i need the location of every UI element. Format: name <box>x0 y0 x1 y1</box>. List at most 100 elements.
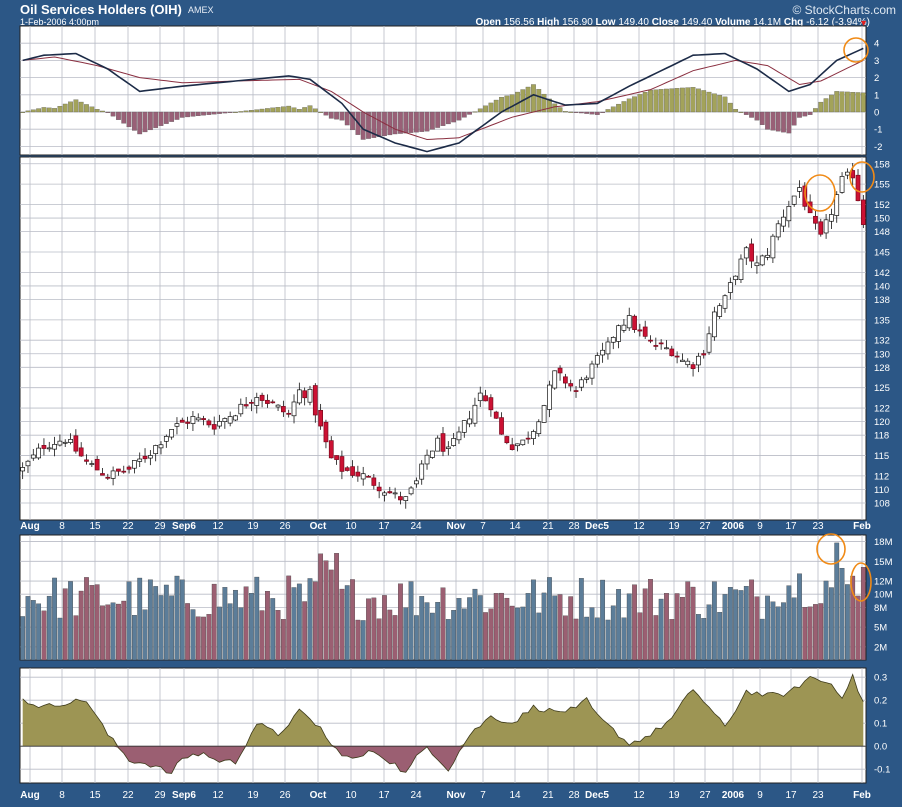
open-label: Open <box>475 17 502 28</box>
price-candle-down <box>281 406 286 413</box>
price-candle-down <box>568 383 574 387</box>
macd-histogram-bar <box>568 111 574 113</box>
oscillator-xtick-label: 15 <box>89 790 101 801</box>
volume-bar <box>605 619 611 661</box>
macd-histogram-bar <box>807 111 813 115</box>
price-xtick-label: 17 <box>785 521 797 532</box>
macd-histogram-bar <box>376 111 382 137</box>
volume-bar <box>25 596 31 661</box>
macd-histogram-bar <box>642 92 648 113</box>
volume-bar <box>807 606 813 661</box>
price-candle-down <box>637 329 643 332</box>
price-candle-up <box>68 439 73 443</box>
macd-histogram-bar <box>100 110 105 113</box>
macd-histogram-bar <box>153 111 159 128</box>
oscillator-xtick-label: Oct <box>310 790 327 801</box>
price-ytick-label: 152 <box>874 200 890 211</box>
macd-ytick-label: 4 <box>874 39 879 50</box>
oscillator-xtick-label: 22 <box>122 790 134 801</box>
price-ytick-label: 158 <box>874 159 890 170</box>
price-candle-down <box>302 390 308 399</box>
volume-bar <box>680 596 685 661</box>
price-candle-up <box>680 359 685 362</box>
macd-histogram-bar <box>387 111 393 136</box>
macd-histogram-bar <box>483 105 488 113</box>
price-candle-up <box>610 337 616 343</box>
macd-histogram-bar <box>116 111 121 120</box>
macd-histogram-bar <box>371 111 377 138</box>
price-candle-down <box>371 477 377 486</box>
volume-bar <box>696 614 701 661</box>
price-xtick-label: 23 <box>812 521 824 532</box>
price-candle-up <box>467 418 472 425</box>
volume-bar <box>850 575 856 661</box>
volume-bar <box>382 595 387 661</box>
volume-bar <box>328 569 334 661</box>
volume-bar <box>52 577 57 661</box>
macd-histogram-bar <box>73 99 79 113</box>
volume-bar <box>568 596 574 661</box>
volume-bar <box>110 602 116 661</box>
macd-histogram-bar <box>578 111 584 114</box>
macd-histogram-bar <box>179 111 185 118</box>
volume-ytick-label: 12M <box>874 577 893 588</box>
volume-bar <box>823 580 829 661</box>
macd-histogram-bar <box>552 103 558 113</box>
volume-bar <box>201 616 206 661</box>
macd-histogram-bar <box>323 111 329 116</box>
macd-histogram-bar <box>844 91 850 113</box>
price-candle-down <box>818 221 824 235</box>
price-xtick-label: Oct <box>310 521 327 532</box>
macd-histogram-bar <box>360 111 366 140</box>
volume-bar <box>334 553 339 661</box>
volume-bar <box>727 587 733 661</box>
oscillator-ytick-label: 0.0 <box>874 742 887 753</box>
macd-histogram-bar <box>461 111 467 118</box>
macd-histogram-bar <box>254 109 260 113</box>
volume-bar <box>211 583 217 661</box>
oscillator-xtick-label: 17 <box>378 790 390 801</box>
macd-histogram-bar <box>52 108 57 113</box>
price-candle-up <box>52 444 57 450</box>
volume-bar <box>179 579 185 661</box>
macd-histogram-bar <box>201 111 206 116</box>
macd-histogram-bar <box>25 110 31 113</box>
price-candle-down <box>658 342 664 345</box>
volume-ytick-label: 15M <box>874 557 893 568</box>
price-candle-down <box>201 418 206 421</box>
volume-bar <box>126 581 132 661</box>
volume-bar <box>701 618 707 661</box>
price-candle-up <box>153 445 159 455</box>
macd-histogram-bar <box>813 108 818 113</box>
volume-bar <box>350 579 355 661</box>
macd-histogram-bar <box>259 108 265 113</box>
quote-date: 1-Feb-2006 4:00pm <box>20 17 100 27</box>
price-candle-down <box>669 348 675 357</box>
macd-histogram-bar <box>557 107 563 113</box>
macd-histogram-bar <box>392 111 398 135</box>
price-candle-up <box>738 258 744 280</box>
price-candle-down <box>339 456 345 472</box>
oscillator-xtick-label: Aug <box>20 790 39 801</box>
volume-bar <box>121 600 127 661</box>
volume-bar <box>610 605 616 661</box>
price-candle-up <box>578 379 584 388</box>
price-candle-down <box>440 433 446 452</box>
volume-bar <box>488 608 494 661</box>
high-value: 156.90 <box>562 17 593 28</box>
macd-histogram-bar <box>525 86 531 113</box>
volume-bar <box>371 597 377 661</box>
price-candle-up <box>36 447 41 459</box>
macd-histogram-bar <box>121 111 127 124</box>
price-xtick-label: 27 <box>699 521 711 532</box>
low-label: Low <box>595 17 616 28</box>
macd-histogram-bar <box>855 92 861 113</box>
chart-title: Oil Services Holders (OIH) <box>20 2 182 17</box>
volume-bar <box>408 581 414 661</box>
macd-histogram-bar <box>685 87 691 113</box>
price-candle-down <box>701 353 707 356</box>
volume-bar <box>147 579 153 661</box>
volume-ytick-label: 18M <box>874 537 893 548</box>
macd-histogram-bar <box>770 111 776 131</box>
macd-histogram-bar <box>754 111 760 121</box>
